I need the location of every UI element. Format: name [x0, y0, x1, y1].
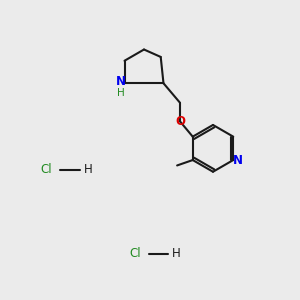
Text: Cl: Cl: [129, 247, 141, 260]
Text: Cl: Cl: [41, 163, 52, 176]
Text: H: H: [117, 88, 124, 98]
Text: N: N: [116, 75, 126, 88]
Text: N: N: [232, 154, 242, 167]
Text: H: H: [83, 163, 92, 176]
Text: H: H: [172, 247, 181, 260]
Text: O: O: [175, 115, 185, 128]
